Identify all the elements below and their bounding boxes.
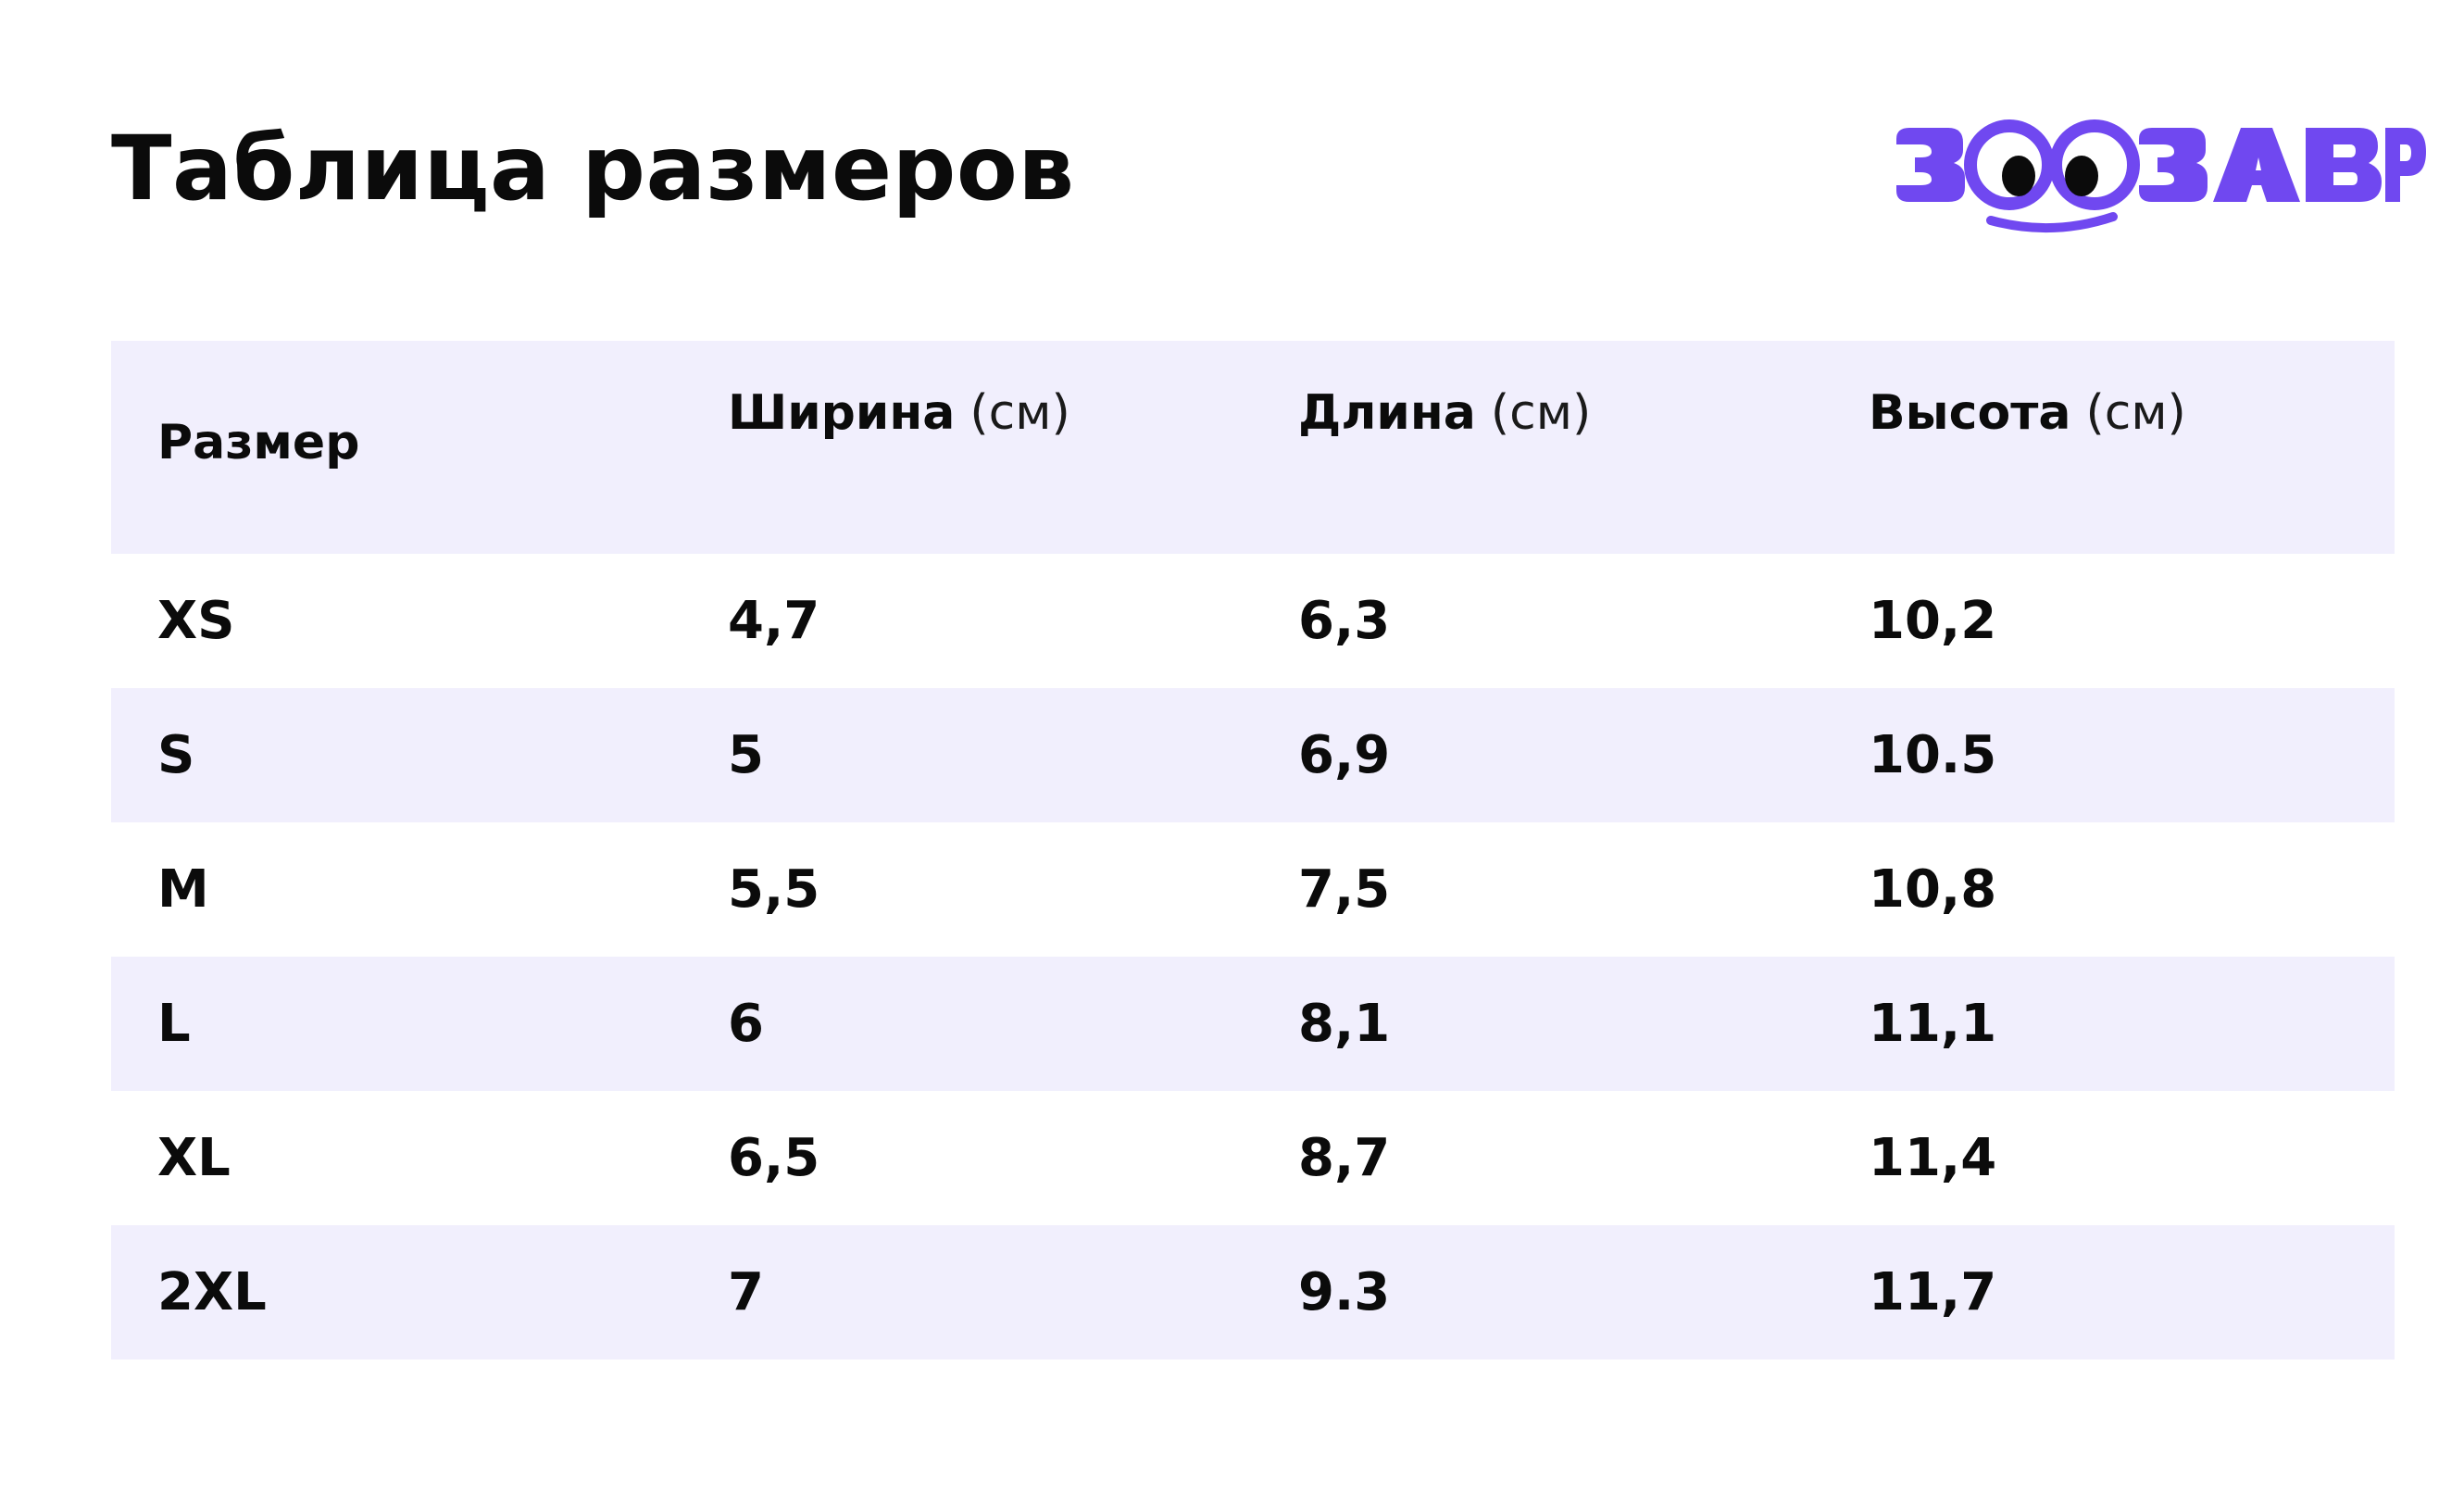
header-height-unit: (см) [2085,385,2186,441]
cell-height: 11,1 [1869,994,1997,1054]
cell-width: 6 [728,994,764,1054]
table-row: XS 4,7 6,3 10,2 [111,554,2395,688]
header-width: Ширина (см) [682,341,1252,554]
cell-size: XS [157,591,235,651]
cell-length: 8,7 [1298,1128,1391,1188]
header-height-label: Высота [1869,385,2071,441]
table-row: M 5,5 7,5 10,8 [111,822,2395,957]
cell-height: 11,7 [1869,1262,1997,1322]
header-size: Размер [111,341,682,554]
cell-size: XL [157,1128,231,1188]
table-header-row: Размер Ширина (см) Длина (см) Высота (см… [111,341,2395,554]
table-row: 2XL 7 9.3 11,7 [111,1225,2395,1359]
cell-length: 6,9 [1298,725,1391,785]
header-height: Высота (см) [1822,341,2393,554]
cell-height: 10,8 [1869,859,1997,920]
cell-width: 7 [728,1262,764,1322]
page-title: Таблица размеров [111,117,1075,220]
cell-width: 5 [728,725,764,785]
table-row: L 6 8,1 11,1 [111,957,2395,1091]
table-row: S 5 6,9 10.5 [111,688,2395,822]
cell-height: 10.5 [1869,725,1997,785]
cell-size: S [157,725,195,785]
cell-length: 7,5 [1298,859,1391,920]
cell-size: L [157,994,191,1054]
cell-size: M [157,859,209,920]
logo-graphic [1896,119,2426,233]
header-width-label: Ширина [728,385,956,441]
header-length-label: Длина [1298,385,1476,441]
table-row: XL 6,5 8,7 11,4 [111,1091,2395,1225]
cell-height: 10,2 [1869,591,1997,651]
zoozavr-logo [1889,119,2426,239]
size-table: Размер Ширина (см) Длина (см) Высота (см… [111,341,2395,1359]
cell-width: 5,5 [728,859,820,920]
header-width-unit: (см) [969,385,1070,441]
cell-width: 4,7 [728,591,820,651]
cell-width: 6,5 [728,1128,820,1188]
header-length: Длина (см) [1252,341,1822,554]
cell-length: 9.3 [1298,1262,1391,1322]
cell-height: 11,4 [1869,1128,1997,1188]
header-size-label: Размер [157,415,360,470]
cell-length: 8,1 [1298,994,1391,1054]
cell-size: 2XL [157,1262,267,1322]
header-length-unit: (см) [1490,385,1592,441]
cell-length: 6,3 [1298,591,1391,651]
